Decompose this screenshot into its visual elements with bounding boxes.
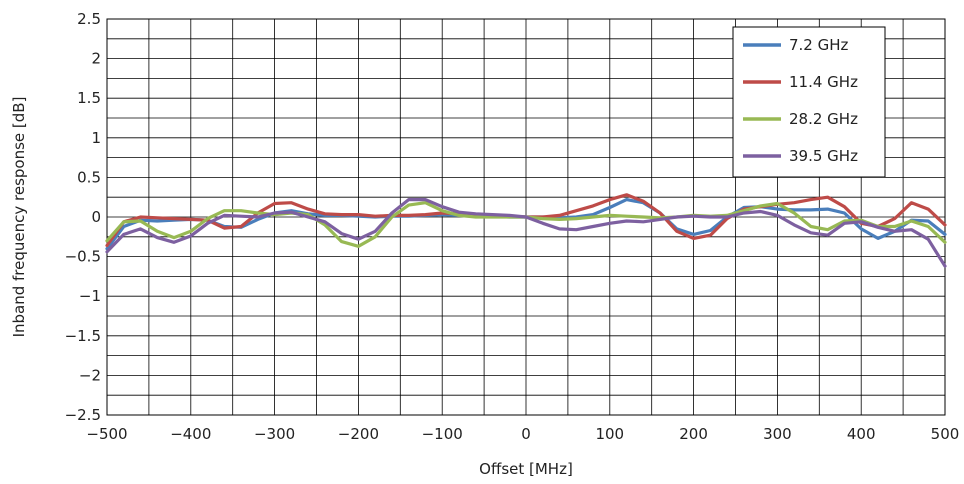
plot-frame — [106, 18, 946, 416]
legend-box — [732, 26, 886, 178]
x-tick-label: −100 — [422, 425, 463, 443]
x-tick-label: −400 — [170, 425, 211, 443]
y-tick-label: 1.5 — [77, 89, 101, 107]
x-tick-label: 300 — [763, 425, 792, 443]
y-tick-label: −2.5 — [65, 406, 101, 424]
series-layer — [105, 193, 947, 268]
x-tick-label: −300 — [254, 425, 295, 443]
y-axis-ticks: 2.5 2 1.5 1 0.5 0 −0.5 −1 −1.5 −2 −2.5 — [65, 10, 101, 424]
y-tick-label: 1 — [91, 129, 101, 147]
x-axis-ticks: −500 −400 −300 −200 −100 0 100 200 300 400 500 — [86, 425, 959, 443]
legend-label: 39.5 GHz — [789, 147, 858, 165]
legend-label: 11.4 GHz — [789, 73, 858, 91]
legend-label: 7.2 GHz — [789, 36, 849, 54]
y-tick-label: 0.5 — [77, 168, 101, 186]
series-line-4 — [105, 198, 947, 268]
x-tick-label: −500 — [86, 425, 127, 443]
x-axis-label: Offset [MHz] — [479, 460, 573, 478]
x-tick-label: 100 — [595, 425, 624, 443]
y-tick-label: 0 — [91, 208, 101, 226]
x-tick-label: 0 — [521, 425, 531, 443]
legend: 7.2 GHz 11.4 GHz 28.2 GHz 39.5 GHz — [732, 26, 886, 178]
y-tick-label: −1 — [79, 287, 101, 305]
y-axis-label: Inband frequency response [dB] — [10, 97, 28, 338]
y-tick-label: −2 — [79, 366, 101, 384]
y-tick-label: 2 — [91, 50, 101, 68]
x-tick-label: 400 — [847, 425, 876, 443]
x-tick-label: 500 — [931, 425, 960, 443]
legend-label: 28.2 GHz — [789, 110, 858, 128]
y-tick-label: 2.5 — [77, 10, 101, 28]
y-tick-label: −1.5 — [65, 327, 101, 345]
x-tick-label: 200 — [679, 425, 708, 443]
y-tick-label: −0.5 — [65, 248, 101, 266]
x-tick-label: −200 — [338, 425, 379, 443]
